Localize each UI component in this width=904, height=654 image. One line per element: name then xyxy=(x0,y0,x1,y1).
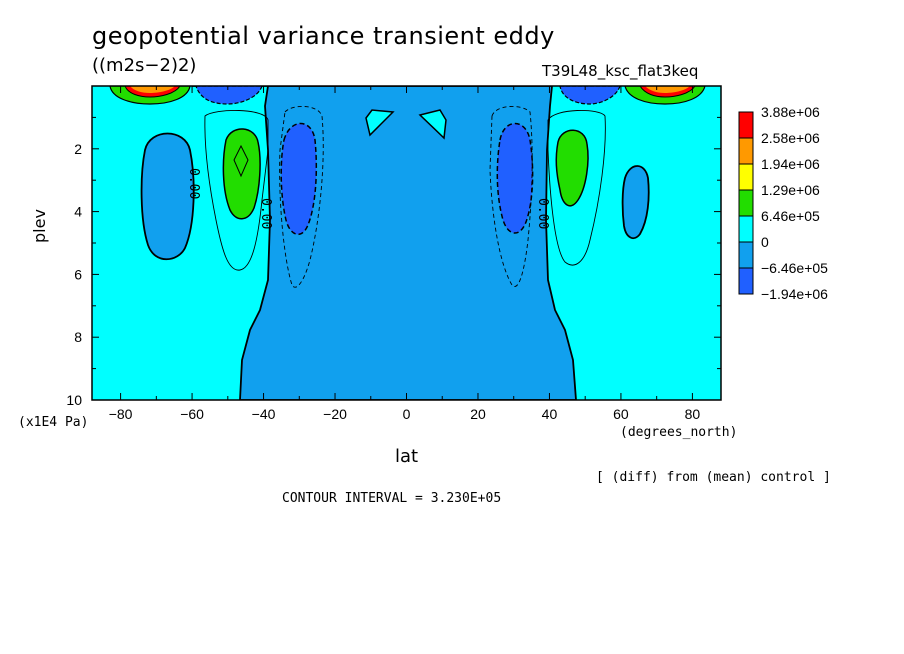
legend-label: 1.29e+06 xyxy=(761,182,820,198)
region-blue-south-highlat xyxy=(140,132,195,261)
top-north-blue xyxy=(559,86,621,105)
x-tick-label: −40 xyxy=(252,406,276,422)
legend-label: −6.46e+05 xyxy=(761,260,828,276)
cyan-island-right xyxy=(418,109,447,140)
region-blue-north-highlat xyxy=(621,165,650,240)
legend-swatch xyxy=(738,267,754,295)
legend-swatch xyxy=(738,111,754,139)
chart-units: ((m2s−2)2) xyxy=(92,55,197,76)
contour-north-outer xyxy=(547,109,606,266)
contour-north-dashed xyxy=(489,106,533,287)
legend-swatch xyxy=(738,189,754,217)
legend-swatch xyxy=(738,163,754,191)
x-tick-label: 20 xyxy=(470,406,486,422)
region-min-north xyxy=(496,122,534,234)
y-tick-label: 8 xyxy=(74,329,82,345)
x-tick-label: −80 xyxy=(109,406,133,422)
y-axis: 2 4 6 8 10 xyxy=(66,116,721,408)
plot-fill xyxy=(92,86,721,400)
y-axis-units: (x1E4 Pa) xyxy=(18,415,89,430)
top-south-orange xyxy=(130,86,175,93)
x-tick-label: 80 xyxy=(685,406,701,422)
legend-swatch xyxy=(738,137,754,165)
cyan-island-left xyxy=(365,109,395,137)
legend-label: 2.58e+06 xyxy=(761,130,820,146)
chart-title: geopotential variance transient eddy xyxy=(92,22,555,50)
legend-label: 6.46e+05 xyxy=(761,208,820,224)
x-tick-label: 0 xyxy=(403,406,411,422)
y-tick-label: 6 xyxy=(74,266,82,282)
y-tick-label: 2 xyxy=(74,141,82,157)
x-tick-label: −20 xyxy=(323,406,347,422)
y-tick-label: 10 xyxy=(66,392,82,408)
legend-label: 3.88e+06 xyxy=(761,104,820,120)
x-tick-label: −60 xyxy=(180,406,204,422)
y-axis-label: plev xyxy=(30,209,49,243)
x-tick-label: 40 xyxy=(542,406,558,422)
top-south-blue xyxy=(195,86,263,105)
x-axis: −80 −60 −40 −20 0 20 40 60 80 xyxy=(109,86,701,422)
contour-label-1: 0.00 xyxy=(186,168,201,199)
run-label: T39L48_ksc_flat3keq xyxy=(542,62,699,80)
legend-label: 1.94e+06 xyxy=(761,156,820,172)
colorbar-legend: 3.88e+06 2.58e+06 1.94e+06 1.29e+06 6.46e+05… xyxy=(738,104,828,302)
y-tick-label: 4 xyxy=(74,204,82,220)
x-axis-units: (degrees_north) xyxy=(620,425,738,440)
diamond-south xyxy=(233,144,249,178)
contour-south-dashed xyxy=(279,106,324,288)
contour-label-3: 0.00 xyxy=(535,198,550,229)
region-min-south xyxy=(280,122,318,235)
region-max-north xyxy=(555,129,589,207)
legend-label: 0 xyxy=(761,234,769,250)
x-axis-label: lat xyxy=(395,446,419,467)
x-tick-label: 60 xyxy=(613,406,629,422)
contour-south-outer xyxy=(204,109,269,271)
legend-swatch xyxy=(738,241,754,269)
contour-label-2: 0.00 xyxy=(258,198,273,229)
diff-note: [ (diff) from (mean) control ] xyxy=(596,470,831,485)
legend-label: −1.94e+06 xyxy=(761,286,828,302)
legend-swatch xyxy=(738,215,754,243)
contour-interval: CONTOUR INTERVAL = 3.230E+05 xyxy=(282,491,502,506)
